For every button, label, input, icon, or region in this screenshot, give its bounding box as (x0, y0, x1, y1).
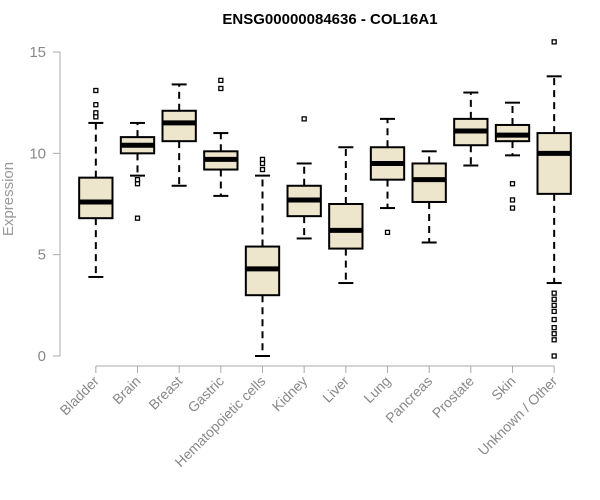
y-tick-label: 15 (29, 44, 46, 61)
box-group (161, 83, 197, 187)
x-tick-label: Kidney (269, 373, 311, 415)
x-tick-label: Breast (145, 373, 185, 413)
box-group (244, 156, 281, 357)
y-tick-label: 10 (29, 145, 46, 162)
outlier-point (93, 114, 99, 120)
outlier-point (259, 160, 266, 167)
outlier-point (509, 197, 516, 203)
box-group (411, 150, 447, 244)
iqr-box (161, 109, 197, 143)
outlier-point (301, 116, 307, 122)
box-group (328, 146, 364, 285)
outlier-point (551, 316, 557, 323)
outlier-point (93, 110, 99, 116)
outlier-point (509, 181, 516, 187)
outlier-point (551, 290, 557, 296)
outlier-point (259, 166, 266, 173)
outlier-point (551, 353, 557, 359)
outlier-point (551, 337, 557, 343)
outlier-point (259, 156, 266, 163)
box-group (286, 116, 322, 240)
outlier-point (134, 215, 141, 221)
iqr-box (78, 176, 114, 220)
outlier-point (134, 177, 141, 183)
outlier-point (551, 296, 557, 302)
outlier-point (509, 205, 516, 211)
x-tick-label: Brain (109, 373, 143, 407)
outlier-point (551, 331, 557, 337)
iqr-box (411, 162, 447, 203)
outlier-point (551, 324, 557, 331)
y-tick-label: 0 (38, 348, 46, 365)
x-tick-label: Skin (488, 373, 519, 404)
chart-title: ENSG00000084636 - COL16A1 (222, 11, 437, 28)
box-group (494, 101, 531, 211)
box-group (536, 39, 572, 359)
box-group (203, 77, 239, 197)
x-tick-label: Lung (360, 373, 393, 406)
y-tick-label: 5 (38, 247, 46, 264)
outlier-point (551, 302, 557, 308)
box-series (78, 39, 572, 359)
box-group (369, 117, 406, 236)
y-axis: 0 5 10 15 (29, 44, 61, 365)
iqr-box (328, 203, 364, 250)
outlier-point (93, 102, 99, 108)
outlier-point (384, 229, 391, 236)
y-axis-label: Expression (0, 162, 17, 236)
outlier-point (93, 87, 99, 94)
box-group (78, 87, 114, 278)
x-tick-label: Prostate (429, 373, 477, 421)
outlier-point (134, 181, 141, 187)
x-tick-label: Bladder (57, 373, 103, 419)
box-group (119, 121, 156, 221)
box-group (453, 91, 489, 167)
outlier-point (218, 85, 224, 92)
iqr-box (536, 132, 572, 195)
x-tick-label: Unknown / Other (475, 373, 561, 459)
outlier-point (551, 39, 557, 45)
x-tick-label: Liver (319, 373, 352, 406)
outlier-point (551, 308, 557, 315)
outlier-point (218, 77, 224, 84)
